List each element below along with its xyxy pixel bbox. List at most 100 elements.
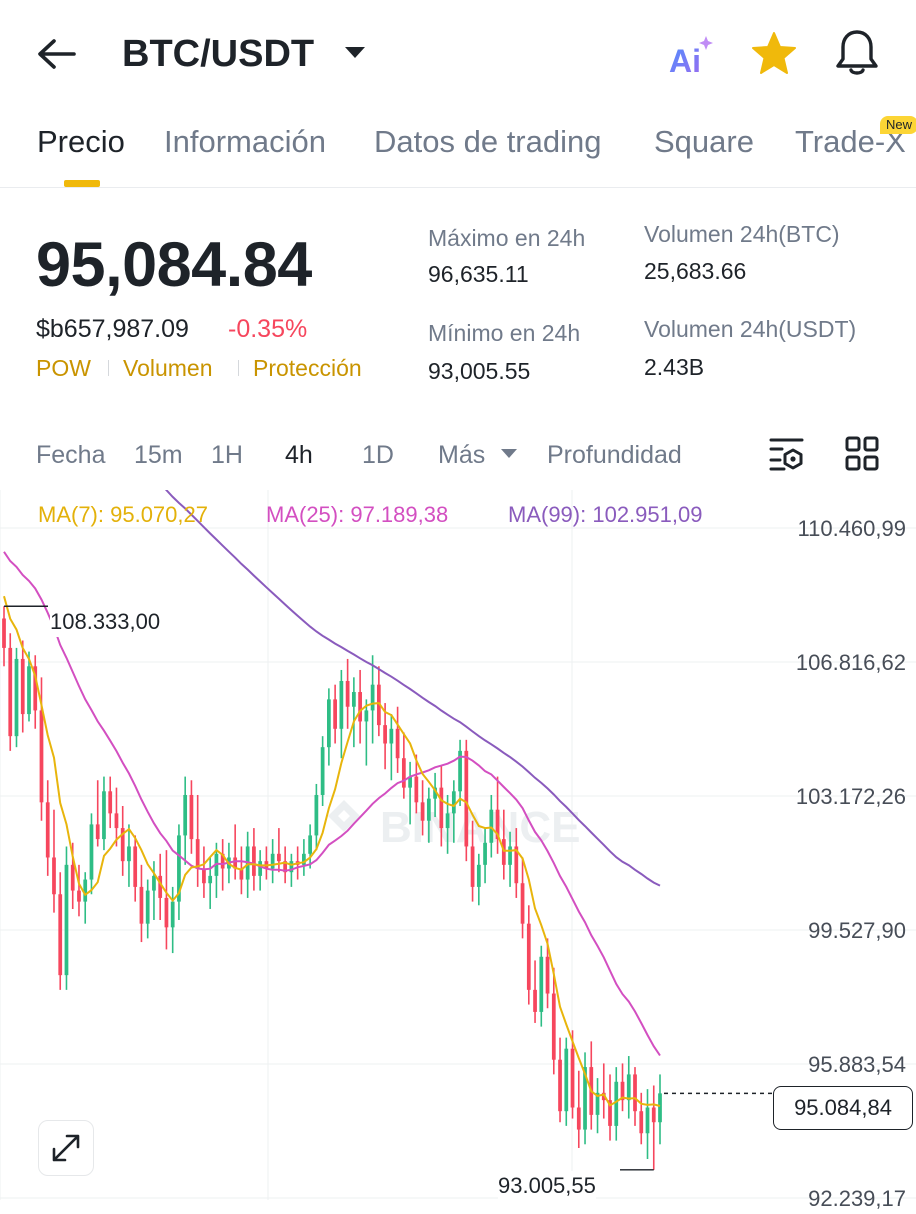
candle-body: [27, 666, 31, 715]
candle-body: [64, 864, 69, 976]
candle-body: [52, 857, 56, 895]
back-button[interactable]: [30, 32, 86, 76]
ma25-line: [3, 551, 661, 1057]
timeframe-1d[interactable]: 1D: [362, 441, 394, 469]
candle-body: [389, 728, 394, 744]
candle-body: [208, 875, 213, 884]
ai-button[interactable]: Ai: [666, 34, 718, 79]
y-axis-tick: 92.239,17: [808, 1186, 906, 1211]
candle-body: [120, 828, 125, 862]
high-24h-value: 96,635.11: [428, 261, 529, 287]
indicator-settings-icon: [769, 438, 804, 471]
expand-icon: [52, 1134, 80, 1162]
candle-body: [514, 846, 519, 884]
candle-body: [464, 750, 469, 847]
candle-body: [202, 868, 206, 884]
fiat-price: $b657,987.09: [36, 315, 189, 343]
candle-body: [89, 824, 94, 880]
tab-price[interactable]: Precio: [37, 124, 125, 159]
candle-body: [102, 791, 106, 840]
candle-body: [401, 758, 406, 788]
indicator-settings-button[interactable]: [768, 436, 808, 474]
depth-tab[interactable]: Profundidad: [547, 441, 682, 469]
candle-body: [645, 1107, 650, 1134]
candle-body: [8, 647, 13, 737]
timeframe-1h[interactable]: 1H: [211, 441, 243, 469]
tab-information[interactable]: Información: [164, 124, 326, 159]
candle-body: [170, 901, 175, 928]
candle-body: [83, 879, 88, 902]
candle-body: [545, 956, 550, 994]
fullscreen-button[interactable]: [38, 1120, 94, 1176]
candle-body: [458, 750, 462, 792]
y-axis-tick: 110.460,99: [797, 516, 906, 541]
candle-body: [127, 846, 131, 862]
candle-body: [302, 853, 306, 865]
low-24h-value: 93,005.55: [428, 358, 531, 384]
candle-body: [395, 728, 400, 759]
candle-body: [258, 861, 263, 876]
timeframe-more[interactable]: Más: [438, 436, 522, 474]
candle-body: [583, 1067, 587, 1130]
layout-grid-button[interactable]: [845, 436, 879, 472]
candle-body: [508, 846, 512, 865]
tag-pow[interactable]: POW: [36, 355, 91, 381]
active-tab-indicator: [64, 180, 100, 187]
candle-body: [183, 794, 188, 836]
candle-body: [270, 853, 275, 869]
candle-body: [476, 864, 481, 887]
candle-body: [651, 1107, 656, 1123]
candle-body: [483, 842, 487, 865]
candlestick-chart[interactable]: BINANCE: [0, 490, 916, 1200]
ma7-line: [3, 595, 661, 1107]
watermark-logo: [328, 800, 360, 832]
volume-usdt-label: Volumen 24h(USDT): [644, 316, 857, 342]
pair-title: BTC/USDT: [122, 33, 315, 75]
candle-body: [426, 798, 431, 821]
candle-body: [658, 1093, 662, 1123]
tag-volume[interactable]: Volumen: [123, 355, 213, 381]
symbol-selector[interactable]: BTC/USDT: [122, 30, 372, 78]
timeframe-15m[interactable]: 15m: [134, 441, 183, 469]
timeframe-date[interactable]: Fecha: [36, 441, 106, 469]
candle-body: [370, 684, 375, 711]
candle-body: [614, 1081, 619, 1126]
candle-body: [20, 658, 25, 715]
volume-usdt-value: 2.43B: [644, 354, 705, 380]
candle-body: [414, 776, 419, 803]
grid-layout-icon: [845, 436, 879, 471]
candle-body: [333, 699, 337, 729]
candle-body: [608, 1100, 612, 1126]
volume-btc-value: 25,683.66: [644, 258, 747, 284]
candle-body: [195, 839, 200, 869]
y-axis-tick: 106.816,62: [795, 650, 906, 675]
ma7-label: MA(7): 95.070,27: [38, 502, 208, 527]
candle-body: [570, 1048, 575, 1108]
candle-body: [164, 897, 169, 928]
timeframe-4h[interactable]: 4h: [285, 441, 313, 469]
candle-body: [58, 894, 63, 976]
candle-body: [308, 835, 313, 854]
candle-body: [470, 846, 475, 887]
candles: [2, 606, 662, 1170]
candle-body: [339, 680, 344, 729]
candle-body: [376, 684, 381, 726]
last-price: 95,084.84: [36, 230, 312, 300]
divider: [108, 360, 109, 376]
candle-body: [158, 875, 163, 898]
candle-body: [77, 890, 81, 902]
tab-trading-data[interactable]: Datos de trading: [374, 124, 602, 159]
candle-body: [114, 813, 119, 829]
candle-body: [358, 692, 362, 722]
y-axis-tick: 99.527,90: [808, 918, 906, 943]
ai-icon: Ai: [669, 36, 713, 79]
tag-protection[interactable]: Protección: [253, 355, 362, 381]
candle-body: [520, 883, 525, 924]
divider: [0, 187, 916, 188]
candle-body: [277, 853, 281, 862]
candle-body: [345, 680, 350, 707]
notifications-button[interactable]: [834, 28, 880, 78]
tab-square[interactable]: Square: [654, 124, 754, 159]
candle-body: [639, 1111, 644, 1134]
favorite-button[interactable]: [750, 31, 798, 77]
